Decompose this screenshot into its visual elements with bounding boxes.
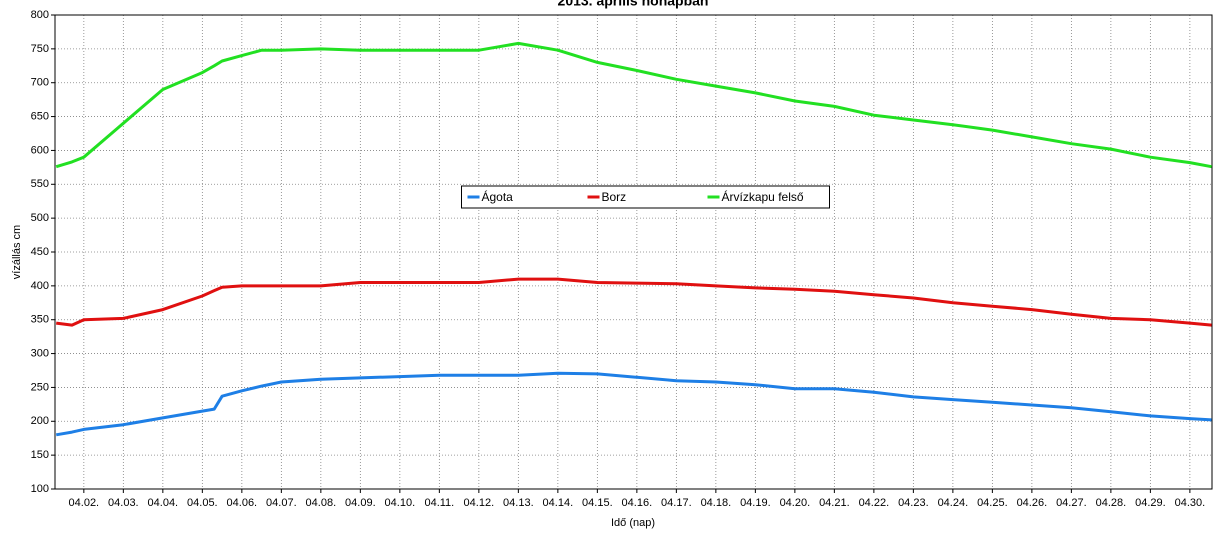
- x-tick-label: 04.20.: [780, 497, 811, 509]
- y-tick-label: 250: [31, 381, 49, 393]
- x-tick-label: 04.08.: [306, 497, 337, 509]
- legend-label: Borz: [602, 190, 627, 204]
- x-tick-label: 04.18.: [701, 497, 732, 509]
- y-tick-label: 750: [31, 43, 49, 55]
- y-tick-label: 450: [31, 246, 49, 258]
- plot-area: [55, 15, 1212, 489]
- y-tick-label: 650: [31, 110, 49, 122]
- y-axis-label: vízállás cm: [11, 225, 23, 279]
- x-tick-label: 04.13.: [503, 497, 534, 509]
- x-tick-label: 04.05.: [187, 497, 218, 509]
- y-tick-label: 200: [31, 415, 49, 427]
- x-tick-label: 04.27.: [1056, 497, 1087, 509]
- y-tick-label: 400: [31, 280, 49, 292]
- x-tick-label: 04.24.: [938, 497, 969, 509]
- x-tick-label: 04.03.: [108, 497, 139, 509]
- x-tick-label: 04.17.: [661, 497, 692, 509]
- y-tick-label: 600: [31, 144, 49, 156]
- series-line: [56, 277, 1212, 327]
- x-tick-label: 04.26.: [1017, 497, 1048, 509]
- x-tick-label: 04.12.: [464, 497, 495, 509]
- x-tick-label: 04.21.: [819, 497, 850, 509]
- x-tick-label: 04.23.: [898, 497, 929, 509]
- x-tick-label: 04.10.: [385, 497, 416, 509]
- x-tick-label: 04.15.: [582, 497, 613, 509]
- legend: Ágota Borz Árvízkapu felső: [461, 185, 830, 209]
- legend-label: Árvízkapu felső: [722, 189, 804, 204]
- x-tick-label: 04.29.: [1135, 497, 1166, 509]
- x-tick-label: 04.16.: [622, 497, 653, 509]
- x-axis-label: Idő (nap): [611, 517, 655, 529]
- x-tick-label: 04.14.: [543, 497, 574, 509]
- y-tick-label: 150: [31, 449, 49, 461]
- x-tick-label: 04.28.: [1096, 497, 1127, 509]
- x-tick-label: 04.19.: [740, 497, 771, 509]
- y-tick-label: 800: [31, 9, 49, 21]
- y-tick-label: 350: [31, 314, 49, 326]
- x-tick-label: 04.07.: [266, 497, 297, 509]
- x-tick-label: 04.30.: [1175, 497, 1206, 509]
- x-tick-label: 04.22.: [859, 497, 890, 509]
- legend-label: Ágota: [482, 189, 514, 204]
- y-tick-label: 300: [31, 347, 49, 359]
- x-tick-label: 04.02.: [69, 497, 100, 509]
- plot-border: [54, 14, 1213, 490]
- x-tick-label: 04.04.: [148, 497, 179, 509]
- y-tick-label: 700: [31, 77, 49, 89]
- x-tick-label: 04.09.: [345, 497, 376, 509]
- y-tick-label: 550: [31, 178, 49, 190]
- series-line: [55, 371, 1212, 437]
- chart-title: 2013. április hónapban: [558, 0, 709, 9]
- y-tick-label: 500: [31, 212, 49, 224]
- y-tick-label: 100: [31, 483, 49, 495]
- x-tick-label: 04.06.: [227, 497, 258, 509]
- x-tick-label: 04.25.: [977, 497, 1008, 509]
- series-line: [55, 41, 1212, 169]
- x-tick-label: 04.11.: [424, 497, 454, 509]
- legend-box: [461, 185, 830, 209]
